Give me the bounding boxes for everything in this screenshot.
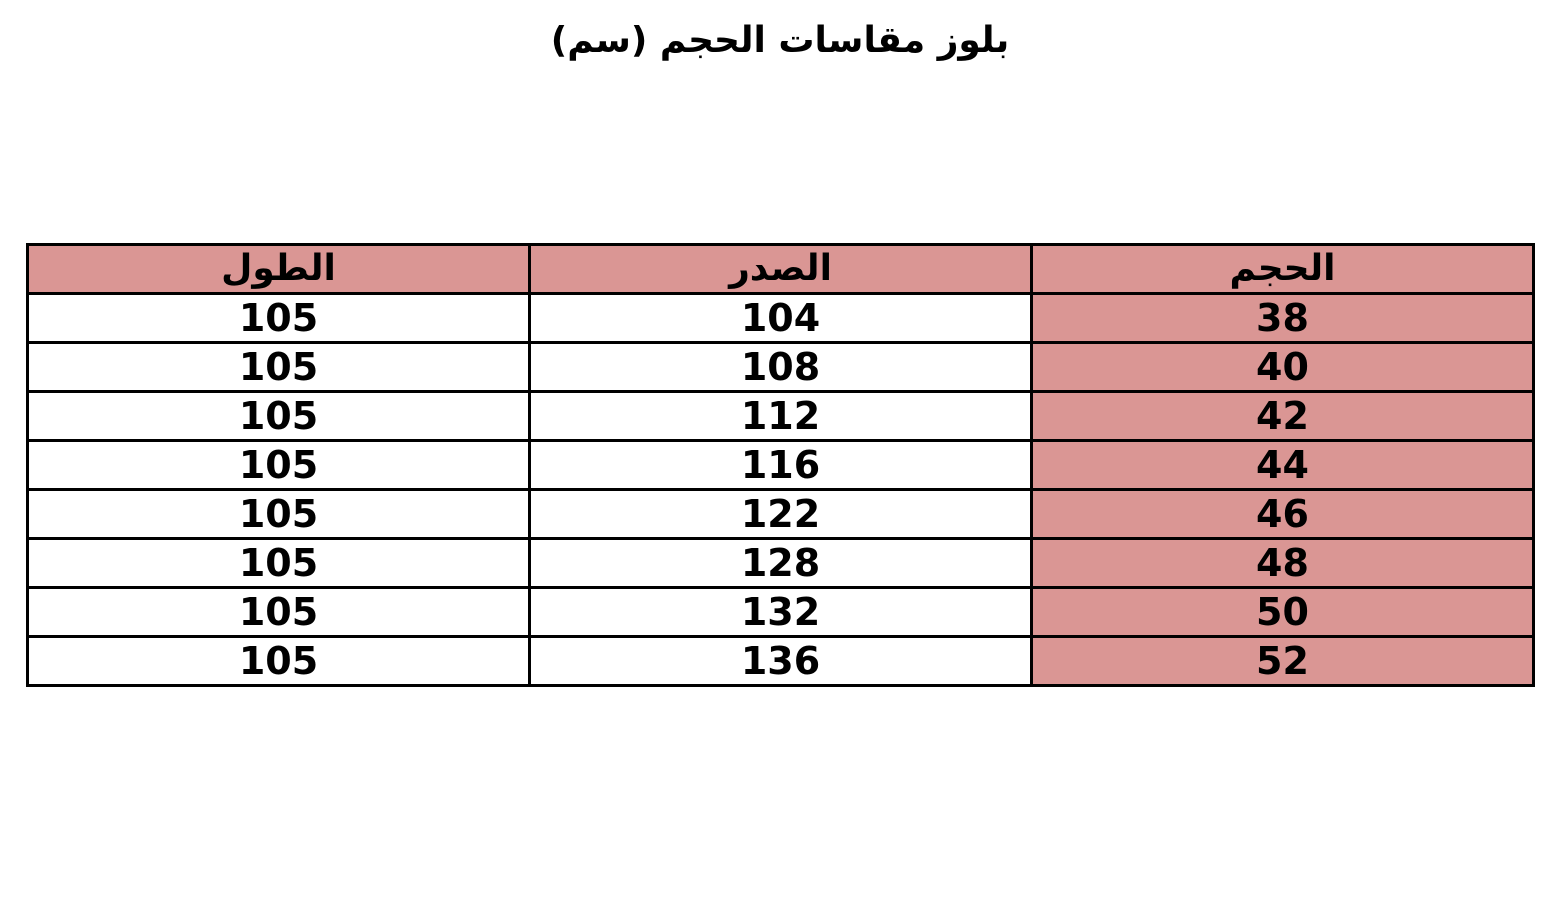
size-chart-table: الحجم الصدر الطول 38 104 105 40 108 105 42 112 1… <box>26 243 1535 687</box>
header-chest: الصدر <box>528 243 1033 295</box>
cell-length: 105 <box>26 488 531 540</box>
cell-chest: 136 <box>528 635 1033 687</box>
table-row: 44 116 105 <box>26 439 1535 491</box>
cell-size: 52 <box>1030 635 1535 687</box>
cell-length: 105 <box>26 292 531 344</box>
cell-chest: 104 <box>528 292 1033 344</box>
cell-length: 105 <box>26 439 531 491</box>
cell-size: 40 <box>1030 341 1535 393</box>
table-row: 52 136 105 <box>26 635 1535 687</box>
cell-size: 38 <box>1030 292 1535 344</box>
cell-chest: 116 <box>528 439 1033 491</box>
cell-chest: 122 <box>528 488 1033 540</box>
cell-chest: 112 <box>528 390 1033 442</box>
table-row: 46 122 105 <box>26 488 1535 540</box>
table-row: 38 104 105 <box>26 292 1535 344</box>
table-row: 40 108 105 <box>26 341 1535 393</box>
header-row: الحجم الصدر الطول <box>26 243 1535 295</box>
cell-length: 105 <box>26 586 531 638</box>
cell-chest: 132 <box>528 586 1033 638</box>
table-row: 50 132 105 <box>26 586 1535 638</box>
table-row: 48 128 105 <box>26 537 1535 589</box>
cell-size: 48 <box>1030 537 1535 589</box>
cell-chest: 108 <box>528 341 1033 393</box>
cell-chest: 128 <box>528 537 1033 589</box>
cell-length: 105 <box>26 341 531 393</box>
cell-size: 46 <box>1030 488 1535 540</box>
cell-size: 44 <box>1030 439 1535 491</box>
header-length: الطول <box>26 243 531 295</box>
cell-length: 105 <box>26 635 531 687</box>
cell-size: 50 <box>1030 586 1535 638</box>
cell-length: 105 <box>26 390 531 442</box>
page-title: بلوز مقاسات الحجم (سم) <box>550 20 1010 61</box>
table-row: 42 112 105 <box>26 390 1535 442</box>
header-size: الحجم <box>1030 243 1535 295</box>
cell-size: 42 <box>1030 390 1535 442</box>
cell-length: 105 <box>26 537 531 589</box>
